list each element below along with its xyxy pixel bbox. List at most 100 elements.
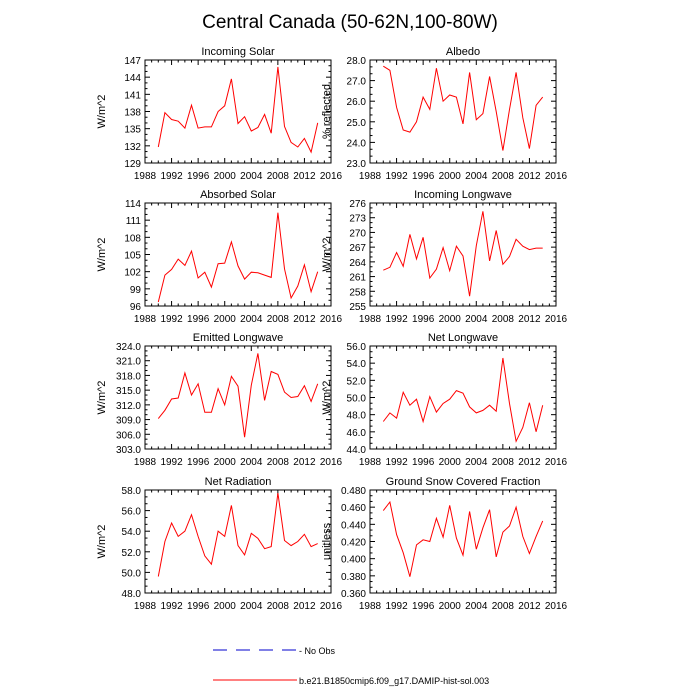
series-line — [157, 66, 319, 154]
x-tick-label: 2008 — [267, 171, 290, 182]
chart-panel-2: Albedo % reflected 1988 1992 1996 2000 2004 200… — [321, 46, 568, 182]
x-tick-label: 1996 — [412, 457, 435, 468]
chart-panel-6: Net Longwave W/m^2 1988 1992 1996 2000 2004 200… — [321, 332, 568, 468]
panel-title: Net Longwave — [428, 332, 498, 344]
y-tick-label: 132 — [124, 142, 141, 153]
y-tick-label: 306.0 — [116, 430, 141, 441]
x-tick-label: 2012 — [293, 457, 316, 468]
x-tick-label: 2016 — [545, 171, 568, 182]
series-line — [382, 357, 544, 443]
y-tick-label: 276 — [349, 199, 366, 210]
x-tick-label: 2012 — [293, 601, 316, 612]
x-tick-label: 2008 — [267, 314, 290, 325]
y-tick-label: 23.0 — [347, 159, 367, 170]
y-tick-label: 318.0 — [116, 371, 141, 382]
x-tick-label: 1992 — [160, 457, 183, 468]
y-tick-label: 324.0 — [116, 342, 141, 353]
x-tick-label: 2016 — [320, 314, 343, 325]
y-tick-label: 99 — [130, 285, 142, 296]
panel-title: Incoming Solar — [201, 46, 275, 58]
y-tick-label: 50.0 — [347, 394, 367, 405]
series-line — [383, 65, 544, 151]
y-tick-label: 135 — [124, 125, 141, 136]
x-tick-label: 1992 — [160, 314, 183, 325]
x-tick-label: 2004 — [240, 601, 263, 612]
y-tick-label: 267 — [349, 243, 366, 254]
x-tick-label: 1988 — [359, 601, 382, 612]
x-tick-label: 1996 — [187, 171, 210, 182]
x-tick-label: 2012 — [293, 314, 316, 325]
plot-frame — [144, 202, 332, 307]
x-tick-label: 2004 — [240, 457, 263, 468]
x-tick-label: 1996 — [412, 171, 435, 182]
y-tick-label: 26.0 — [347, 97, 367, 108]
y-tick-label: 141 — [124, 90, 141, 101]
panel-title: Absorbed Solar — [200, 189, 276, 201]
y-tick-label: 28.0 — [347, 56, 367, 67]
series-line — [157, 353, 319, 438]
y-tick-label: 48.0 — [122, 589, 142, 600]
panel-title: Emitted Longwave — [193, 332, 284, 344]
y-tick-label: 24.0 — [347, 138, 367, 149]
legend-label-model: b.e21.B1850cmip6.f09_g17.DAMIP-hist-sol.… — [299, 676, 489, 686]
x-tick-label: 2016 — [545, 314, 568, 325]
x-tick-label: 2004 — [240, 171, 263, 182]
x-tick-label: 2000 — [439, 457, 462, 468]
y-tick-label: 303.0 — [116, 445, 141, 456]
figure-title: Central Canada (50-62N,100-80W) — [202, 12, 498, 33]
y-tick-label: 0.380 — [341, 572, 366, 583]
plot-frame — [144, 489, 332, 594]
y-axis-label: W/m^2 — [321, 381, 333, 415]
y-tick-label: 321.0 — [116, 357, 141, 368]
x-tick-label: 2000 — [439, 314, 462, 325]
x-tick-label: 2004 — [240, 314, 263, 325]
x-tick-label: 1996 — [412, 601, 435, 612]
x-tick-label: 2000 — [439, 171, 462, 182]
y-tick-label: 264 — [349, 258, 366, 269]
y-tick-label: 261 — [349, 273, 366, 284]
y-tick-label: 315.0 — [116, 386, 141, 397]
y-tick-label: 309.0 — [116, 416, 141, 427]
x-tick-label: 2008 — [267, 457, 290, 468]
x-tick-label: 1992 — [160, 171, 183, 182]
y-tick-label: 54.0 — [347, 359, 367, 370]
x-tick-label: 2004 — [465, 171, 488, 182]
x-tick-label: 1992 — [385, 601, 408, 612]
x-tick-label: 2000 — [439, 601, 462, 612]
x-tick-label: 2016 — [545, 457, 568, 468]
y-tick-label: 105 — [124, 251, 141, 262]
x-tick-label: 2016 — [320, 457, 343, 468]
y-tick-label: 147 — [124, 56, 141, 67]
x-tick-label: 1988 — [134, 314, 157, 325]
x-tick-label: 2000 — [214, 457, 237, 468]
y-axis-label: % reflected — [321, 84, 333, 139]
panel-title: Albedo — [446, 46, 480, 58]
plot-frame — [144, 345, 332, 450]
x-tick-label: 1988 — [359, 171, 382, 182]
y-tick-label: 52.0 — [347, 376, 367, 387]
y-tick-label: 114 — [125, 199, 141, 210]
x-tick-label: 1992 — [385, 171, 408, 182]
y-tick-label: 46.0 — [347, 428, 367, 439]
y-tick-label: 270 — [349, 228, 366, 239]
plot-frame — [369, 489, 557, 594]
y-tick-label: 96 — [130, 302, 142, 313]
y-tick-label: 273 — [349, 214, 366, 225]
x-tick-label: 1988 — [134, 457, 157, 468]
y-tick-label: 312.0 — [116, 401, 141, 412]
x-tick-label: 2012 — [518, 314, 541, 325]
legend: - No Obs b.e21.B1850cmip6.f09_g17.DAMIP-… — [213, 646, 489, 686]
y-axis-label: W/m^2 — [321, 238, 333, 272]
y-tick-label: 108 — [124, 233, 141, 244]
x-tick-label: 2008 — [267, 601, 290, 612]
x-tick-label: 1988 — [359, 314, 382, 325]
y-tick-label: 0.400 — [341, 555, 366, 566]
chart-panel-3: Absorbed Solar W/m^2 1988 1992 1996 2000 2004 2… — [96, 189, 343, 325]
x-tick-label: 2016 — [545, 601, 568, 612]
y-tick-label: 111 — [126, 216, 142, 227]
x-tick-label: 1996 — [187, 457, 210, 468]
